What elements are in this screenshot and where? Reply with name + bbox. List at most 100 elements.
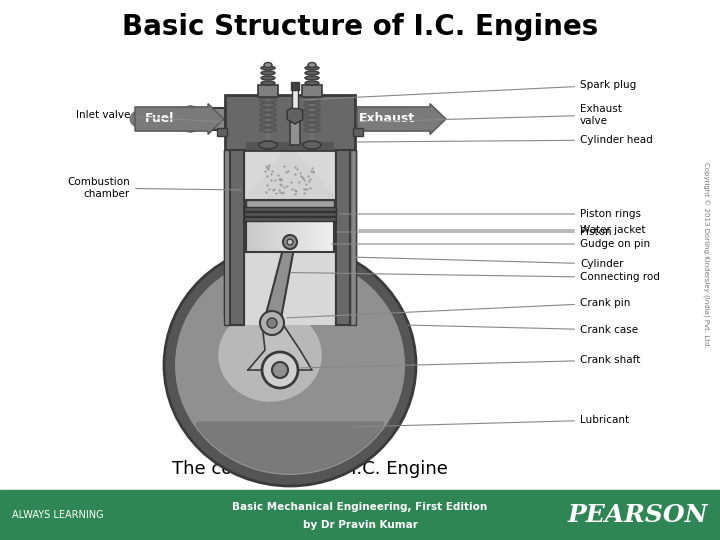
Text: Lubricant: Lubricant xyxy=(353,415,629,427)
Bar xyxy=(246,200,334,252)
Ellipse shape xyxy=(175,255,405,475)
Circle shape xyxy=(262,352,298,388)
Bar xyxy=(258,85,278,97)
Text: Inlet valve: Inlet valve xyxy=(76,110,222,122)
Text: Combustion
chamber: Combustion chamber xyxy=(67,177,241,199)
Bar xyxy=(299,200,302,252)
Polygon shape xyxy=(197,422,383,473)
Bar xyxy=(292,200,295,252)
Bar xyxy=(325,200,328,252)
Bar xyxy=(353,128,363,136)
Text: Crank pin: Crank pin xyxy=(287,298,631,318)
Text: Exhaust: Exhaust xyxy=(359,112,415,125)
Bar xyxy=(303,200,306,252)
Bar xyxy=(261,200,264,252)
Bar xyxy=(224,150,230,325)
Bar xyxy=(272,200,275,252)
Bar xyxy=(259,200,262,252)
Polygon shape xyxy=(244,145,336,200)
Bar xyxy=(330,200,333,252)
Bar xyxy=(276,200,279,252)
Bar xyxy=(350,150,356,325)
Circle shape xyxy=(272,362,288,378)
Bar xyxy=(328,200,330,252)
Bar xyxy=(305,200,308,252)
Bar xyxy=(292,88,298,108)
Bar xyxy=(253,200,256,252)
Bar xyxy=(244,212,336,216)
Ellipse shape xyxy=(164,244,416,486)
Bar xyxy=(323,200,325,252)
Bar xyxy=(288,200,290,252)
Bar xyxy=(350,150,356,315)
Circle shape xyxy=(260,311,284,335)
Bar xyxy=(244,207,336,211)
Bar xyxy=(248,200,251,252)
Ellipse shape xyxy=(261,81,275,85)
Text: Cylinder head: Cylinder head xyxy=(358,135,653,145)
Text: Basic Structure of I.C. Engines: Basic Structure of I.C. Engines xyxy=(122,13,598,41)
Bar xyxy=(244,150,336,325)
Text: Piston: Piston xyxy=(337,227,611,237)
Ellipse shape xyxy=(261,66,275,70)
Bar xyxy=(244,217,336,221)
Ellipse shape xyxy=(259,141,277,149)
Bar xyxy=(264,200,266,252)
Polygon shape xyxy=(264,241,295,325)
Bar xyxy=(0,490,720,540)
Bar xyxy=(336,150,350,325)
Bar xyxy=(266,200,269,252)
Bar xyxy=(246,200,248,252)
Ellipse shape xyxy=(261,76,275,80)
Bar xyxy=(251,200,253,252)
Text: Spark plug: Spark plug xyxy=(303,80,636,100)
Bar xyxy=(321,200,323,252)
Text: Gudge on pin: Gudge on pin xyxy=(332,239,650,249)
Text: Exhaust
valve: Exhaust valve xyxy=(360,104,622,126)
Bar xyxy=(294,200,297,252)
Bar xyxy=(217,128,227,136)
Bar xyxy=(230,150,244,325)
Bar xyxy=(304,88,320,92)
Bar xyxy=(224,150,230,315)
Bar xyxy=(260,88,276,92)
Ellipse shape xyxy=(305,71,319,75)
Text: Piston rings: Piston rings xyxy=(339,209,641,219)
Bar xyxy=(310,200,312,252)
Bar xyxy=(301,200,304,252)
Text: by Dr Pravin Kumar: by Dr Pravin Kumar xyxy=(302,520,418,530)
Bar xyxy=(246,142,334,150)
Bar xyxy=(282,200,284,252)
Circle shape xyxy=(267,318,277,328)
Bar xyxy=(274,200,277,252)
Bar xyxy=(246,200,334,208)
Bar xyxy=(290,120,300,145)
Bar xyxy=(279,200,282,252)
Bar xyxy=(307,200,310,252)
Bar xyxy=(319,200,321,252)
Bar xyxy=(230,150,244,325)
Circle shape xyxy=(287,239,293,245)
Text: Fuel: Fuel xyxy=(145,112,175,125)
Ellipse shape xyxy=(305,66,319,70)
Bar xyxy=(314,200,317,252)
Text: PEARSON: PEARSON xyxy=(567,503,708,527)
Text: Crank case: Crank case xyxy=(408,325,638,335)
Ellipse shape xyxy=(218,308,322,402)
Text: ALWAYS LEARNING: ALWAYS LEARNING xyxy=(12,510,104,520)
Bar xyxy=(312,200,315,252)
Bar xyxy=(336,150,350,325)
Bar xyxy=(316,200,319,252)
Bar xyxy=(291,82,299,90)
Text: The components of I.C. Engine: The components of I.C. Engine xyxy=(172,460,448,478)
FancyArrow shape xyxy=(135,104,224,134)
Bar xyxy=(257,200,260,252)
Bar xyxy=(332,200,335,252)
Bar xyxy=(290,200,293,252)
Text: Connecting rod: Connecting rod xyxy=(291,273,660,282)
Bar xyxy=(302,85,322,97)
Ellipse shape xyxy=(264,63,272,68)
Ellipse shape xyxy=(303,141,321,149)
Polygon shape xyxy=(287,106,303,124)
Bar xyxy=(268,200,271,252)
